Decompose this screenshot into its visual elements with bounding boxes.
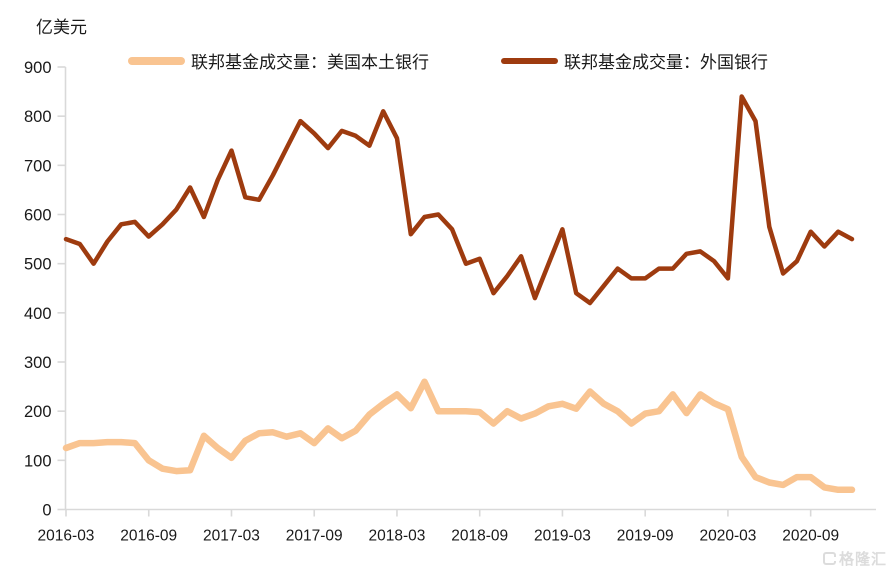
y-tick-label: 100 <box>24 452 52 470</box>
series-line-1 <box>63 94 855 306</box>
x-tick-label: 2019-09 <box>617 528 674 545</box>
x-tick-label: 2018-09 <box>451 528 508 545</box>
y-tick-label: 200 <box>24 403 52 421</box>
y-axis-unit-label: 亿美元 <box>36 18 87 37</box>
y-tick-label: 300 <box>24 354 52 372</box>
y-tick-label: 800 <box>24 108 52 126</box>
watermark: 格隆汇 <box>822 548 887 569</box>
x-tick-label: 2019-03 <box>534 528 591 545</box>
y-tick-label: 500 <box>24 256 52 274</box>
legend-swatch-icon-1 <box>501 57 558 64</box>
x-tick-label: 2018-03 <box>369 528 426 545</box>
legend-swatch-icon-0 <box>128 56 185 65</box>
gelonghui-logo-icon <box>822 552 836 565</box>
x-tick-label: 2020-09 <box>782 528 839 545</box>
legend-label-0: 联邦基金成交量：美国本土银行 <box>191 53 429 72</box>
x-tick-label: 2016-09 <box>120 528 177 545</box>
legend-item-0: 联邦基金成交量：美国本土银行 <box>128 48 429 73</box>
legend: 联邦基金成交量：美国本土银行 联邦基金成交量：外国银行 <box>128 48 768 73</box>
y-tick-label: 0 <box>42 502 51 520</box>
watermark-text: 格隆汇 <box>838 551 887 568</box>
x-tick-label: 2020-03 <box>699 528 756 545</box>
y-tick-label: 900 <box>24 59 52 77</box>
y-tick-label: 700 <box>24 157 52 175</box>
y-tick-label: 600 <box>24 207 52 225</box>
series-line-0 <box>62 378 856 494</box>
y-tick-label: 400 <box>24 305 52 323</box>
x-tick-label: 2017-09 <box>286 528 343 545</box>
legend-label-1: 联邦基金成交量：外国银行 <box>564 53 768 72</box>
x-tick-label: 2017-03 <box>203 528 260 545</box>
legend-item-1: 联邦基金成交量：外国银行 <box>501 48 768 73</box>
x-tick-label: 2016-03 <box>38 528 95 545</box>
